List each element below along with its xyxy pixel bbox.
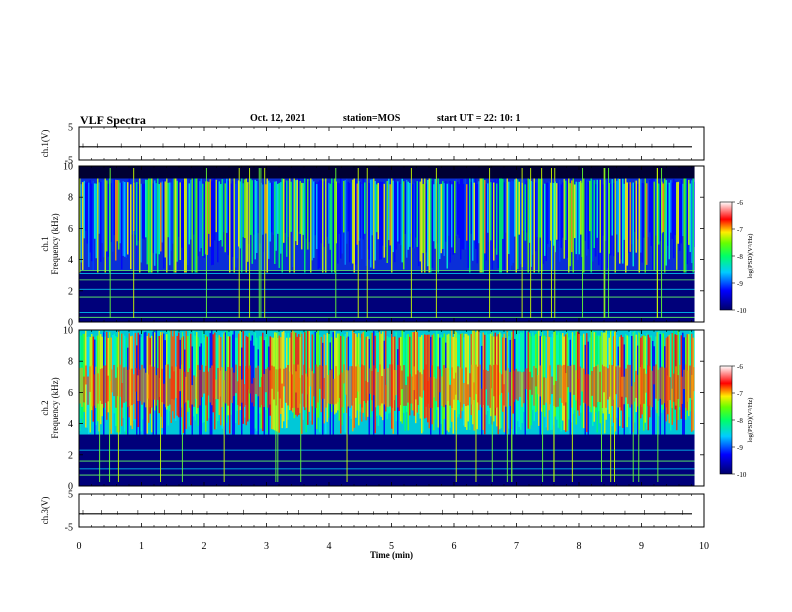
y-tick-label: 4 [68, 419, 73, 430]
spectrogram-ch2 [79, 330, 704, 486]
y-tick-label: 8 [68, 357, 73, 368]
x-tick-label: 1 [139, 541, 144, 552]
y-axis-label: ch.3(V) [40, 497, 50, 525]
x-tick-label: 8 [577, 541, 582, 552]
y-tick-label: 10 [63, 162, 73, 173]
x-tick-label: 7 [514, 541, 519, 552]
x-axis-label: Time (min) [370, 550, 413, 560]
x-tick-label: 9 [639, 541, 644, 552]
x-tick-label: 10 [699, 541, 709, 552]
x-tick-label: 4 [327, 541, 332, 552]
colorbar-tick-label: -7 [737, 390, 743, 398]
colorbar-tick-label: -10 [737, 307, 747, 315]
axis-labels: 5 -5 ch.1(V) -6 -7 -8 -9 -10 log(PSD)(V²/Hz) 0 2 4 6… [40, 123, 754, 561]
x-tick-label: 2 [202, 541, 207, 552]
chart-title: VLF Spectra [80, 113, 146, 127]
x-tick-label: 0 [77, 541, 82, 552]
date-label: Oct. 12, 2021 [250, 113, 306, 124]
colorbar-tick-label: -9 [737, 280, 743, 288]
y-axis-label: ch.2 [40, 400, 50, 415]
colorbar-tick-label: -8 [737, 417, 743, 425]
colorbar-tick-label: -6 [737, 363, 743, 371]
station-label: station=MOS [343, 113, 401, 124]
y-tick-label: 5 [68, 123, 73, 134]
y-tick-label: 5 [68, 490, 73, 501]
spectrogram-images [79, 166, 704, 486]
x-tick-label: 3 [264, 541, 269, 552]
y-tick-label: 2 [68, 286, 73, 297]
y-tick-label: 8 [68, 193, 73, 204]
start-ut-label: start UT = 22: 10: 1 [437, 113, 521, 124]
y-axis-label: ch.1(V) [40, 130, 50, 158]
colorbar-label: log(PSD)(V²/Hz) [747, 234, 754, 279]
colorbar-ch1 [719, 201, 733, 311]
axes [78, 126, 735, 528]
spectrogram-ch1 [79, 166, 704, 322]
colorbar-tick-label: -9 [737, 444, 743, 452]
y-tick-label: -5 [65, 523, 73, 534]
x-tick-label: 6 [452, 541, 457, 552]
colorbar-tick-label: -8 [737, 253, 743, 261]
y-tick-label: -5 [65, 156, 73, 167]
y-axis-label: Frequency (kHz) [50, 213, 60, 274]
y-axis-label: ch.1 [40, 236, 50, 251]
y-tick-label: 6 [68, 224, 73, 235]
y-tick-label: 0 [68, 482, 73, 493]
x-tick-label: 5 [389, 541, 394, 552]
y-tick-label: 4 [68, 255, 73, 266]
panel-frame [78, 493, 705, 528]
colorbar-tick-label: -6 [737, 199, 743, 207]
colorbar-ch2 [719, 365, 733, 475]
y-tick-label: 6 [68, 388, 73, 399]
y-tick-label: 10 [63, 326, 73, 337]
y-axis-label: Frequency (kHz) [50, 377, 60, 438]
panel-frame [78, 126, 705, 161]
colorbar-tick-label: -7 [737, 226, 743, 234]
colorbar-tick-label: -10 [737, 471, 747, 479]
y-tick-label: 2 [68, 450, 73, 461]
colorbar-label: log(PSD)(V²/Hz) [747, 398, 754, 443]
y-tick-label: 0 [68, 318, 73, 329]
